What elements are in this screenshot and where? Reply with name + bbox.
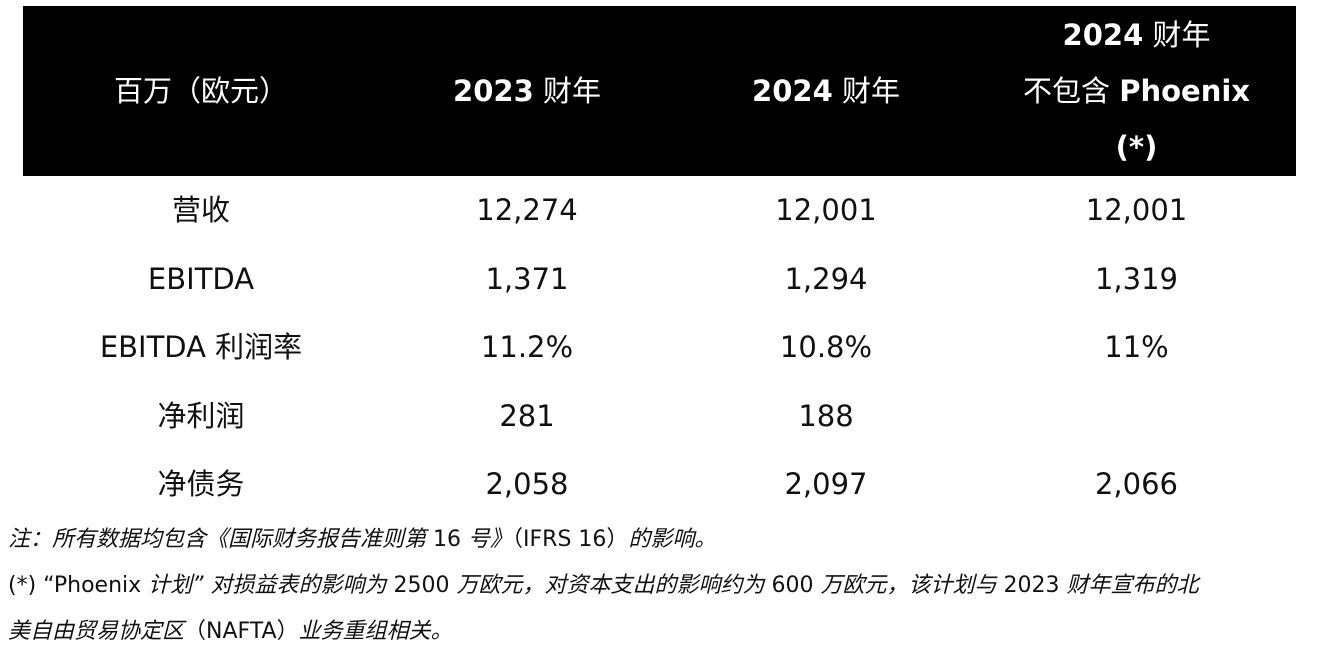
table-header: 百万（欧元） 2023 财年 2024 财年 2024 财年 不包含 Phoen… bbox=[23, 6, 1296, 176]
cell-fy2024: 188 bbox=[798, 398, 854, 433]
cell-fy2023: 1,371 bbox=[485, 261, 569, 296]
footnote-ifrs16: 注：所有数据均包含《国际财务报告准则第 16 号》（IFRS 16）的影响。 bbox=[8, 527, 717, 552]
cell-fy2024-ex: 1,319 bbox=[1094, 261, 1179, 296]
footnotes: 注：所有数据均包含《国际财务报告准则第 16 号》（IFRS 16）的影响。 (… bbox=[8, 517, 1313, 655]
table-row: 营收 12,274 12,001 12,001 bbox=[23, 176, 1296, 245]
header-unit: 百万（欧元） bbox=[113, 74, 288, 108]
cell-fy2024: 2,097 bbox=[784, 467, 868, 502]
financial-table: 百万（欧元） 2023 财年 2024 财年 2024 财年 不包含 Phoen… bbox=[23, 6, 1296, 519]
header-fy2024-ex-phoenix: 2024 财年 不包含 Phoenix (*) bbox=[1022, 18, 1250, 164]
row-label: EBITDA 利润率 bbox=[99, 330, 303, 365]
cell-fy2024-ex: 2,066 bbox=[1094, 467, 1179, 502]
row-label: EBITDA bbox=[147, 261, 255, 296]
cell-fy2024-ex: 12,001 bbox=[1085, 193, 1188, 228]
footnote-phoenix-line1: (*) “Phoenix 计划” 对损益表的影响为 2500 万欧元，对资本支出… bbox=[8, 573, 1199, 598]
cell-fy2024-ex: 11% bbox=[1104, 330, 1169, 365]
row-label: 营收 bbox=[171, 193, 230, 228]
cell-fy2023: 11.2% bbox=[480, 330, 574, 365]
header-fy2023: 2023 财年 bbox=[453, 74, 601, 108]
table-row: 净利润 281 188 bbox=[23, 382, 1296, 451]
table-row: 净债务 2,058 2,097 2,066 bbox=[23, 450, 1296, 519]
cell-fy2023: 12,274 bbox=[476, 193, 578, 228]
table-row: EBITDA 利润率 11.2% 10.8% 11% bbox=[23, 313, 1296, 382]
footnote-phoenix-line2: 美自由贸易协定区（NAFTA）业务重组相关。 bbox=[8, 619, 453, 644]
cell-fy2024: 12,001 bbox=[775, 193, 877, 228]
table-row: EBITDA 1,371 1,294 1,319 bbox=[23, 245, 1296, 314]
row-label: 净利润 bbox=[157, 398, 245, 433]
cell-fy2024: 10.8% bbox=[779, 330, 873, 365]
cell-fy2023: 281 bbox=[499, 398, 555, 433]
row-label: 净债务 bbox=[157, 467, 245, 502]
cell-fy2023: 2,058 bbox=[485, 467, 569, 502]
header-fy2024: 2024 财年 bbox=[752, 74, 900, 108]
cell-fy2024: 1,294 bbox=[784, 261, 868, 296]
